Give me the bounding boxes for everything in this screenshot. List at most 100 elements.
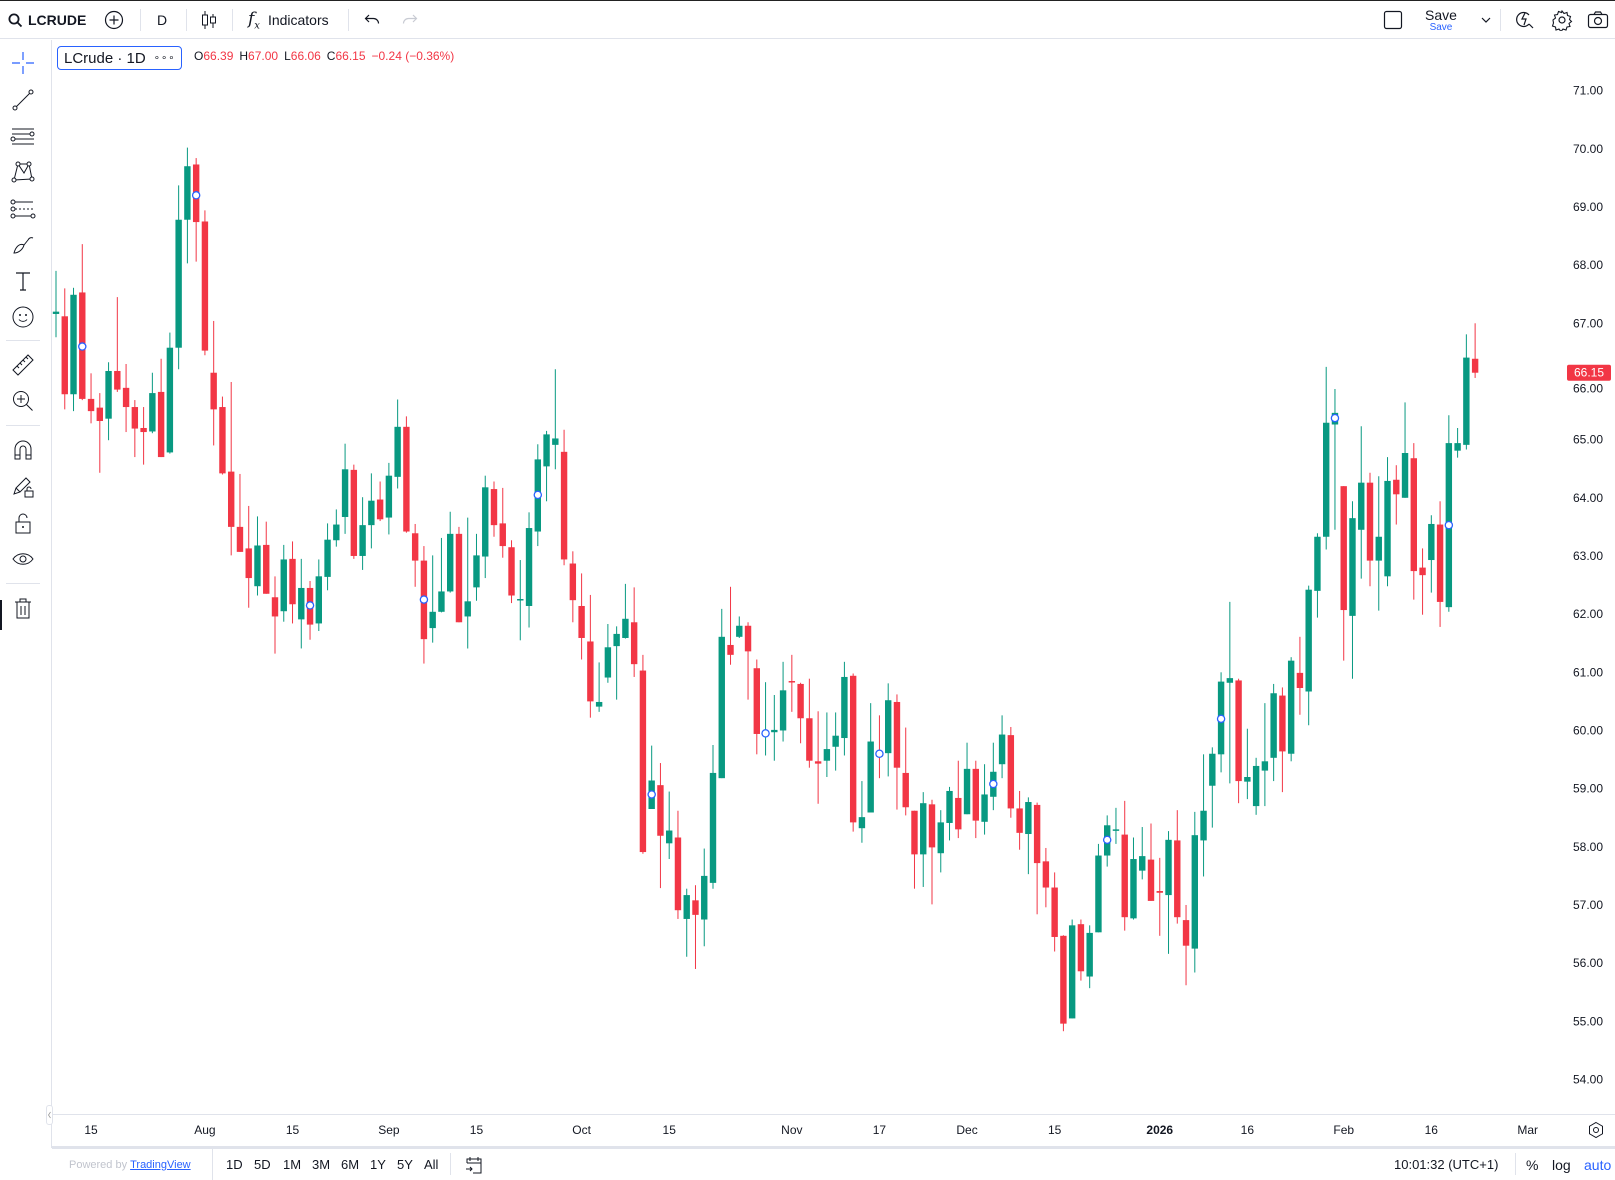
candle-body: [718, 636, 725, 779]
candle-body: [52, 311, 60, 314]
log-toggle[interactable]: log: [1552, 1156, 1571, 1173]
time-axis-strip[interactable]: [52, 1114, 1615, 1144]
candle-body: [1270, 693, 1277, 758]
candle: [447, 511, 454, 593]
candle: [867, 703, 874, 813]
settings-button[interactable]: [1551, 1, 1573, 39]
candle-body: [517, 599, 524, 601]
candle: [1428, 515, 1435, 593]
price-tick-label: 59.00: [1573, 782, 1603, 796]
clock[interactable]: 10:01:32 (UTC+1): [1394, 1157, 1499, 1172]
tool-text[interactable]: [10, 268, 36, 294]
last-price-label: 66.15: [1574, 366, 1604, 380]
candle-body: [1252, 765, 1260, 807]
candle-body: [674, 837, 682, 911]
compare-symbol-button[interactable]: [104, 1, 124, 39]
tool-zoom[interactable]: [10, 388, 36, 414]
candle-body: [1165, 839, 1172, 896]
range-all[interactable]: All: [424, 1157, 439, 1172]
tool-emoji[interactable]: [10, 304, 36, 330]
tool-pattern[interactable]: [10, 159, 36, 185]
indicators-button[interactable]: fx Indicators: [248, 1, 329, 39]
toolbar-divider: [450, 1153, 451, 1175]
candle: [52, 270, 60, 338]
toolbar-divider: [348, 9, 349, 31]
candle-body: [1007, 735, 1015, 809]
candle: [298, 558, 305, 649]
candle-body: [271, 597, 279, 617]
candle-body: [1025, 802, 1032, 835]
fullscreen-button[interactable]: [1383, 1, 1403, 39]
series-legend[interactable]: LCrude · 1D ∘∘∘: [57, 46, 183, 70]
range-3m[interactable]: 3M: [312, 1157, 331, 1172]
candle: [727, 586, 734, 665]
candle: [1112, 807, 1120, 844]
screenshot-button[interactable]: [1587, 1, 1609, 39]
more-icon[interactable]: ∘∘∘: [153, 52, 176, 64]
candle-body: [552, 438, 559, 445]
drawing-toolbar: [0, 40, 52, 1148]
candle-body: [709, 772, 717, 883]
tool-remove[interactable]: [10, 595, 36, 621]
close-value: 66.15: [335, 49, 366, 63]
candle-body: [210, 372, 217, 410]
candle: [1323, 366, 1330, 550]
bottom-toolbar: Powered by TradingView 1D 5D 1M 3M 6M 1Y…: [52, 1146, 1615, 1180]
undo-button[interactable]: [364, 1, 380, 39]
range-1m[interactable]: 1M: [283, 1157, 302, 1172]
quick-search-button[interactable]: [1514, 1, 1536, 39]
candle: [639, 654, 647, 854]
candle: [394, 399, 401, 489]
event-marker: [989, 779, 998, 789]
tool-trend-line[interactable]: [10, 87, 36, 113]
percent-toggle[interactable]: %: [1526, 1156, 1539, 1173]
tool-fib[interactable]: [10, 196, 36, 222]
candle-body: [657, 785, 664, 836]
candle: [814, 711, 822, 804]
candle: [841, 661, 848, 756]
tool-visibility[interactable]: [10, 546, 36, 572]
save-menu-button[interactable]: [1480, 1, 1492, 39]
candle-body: [1340, 486, 1347, 611]
candle: [1174, 810, 1181, 924]
toolbar-divider: [212, 1149, 213, 1180]
range-5d[interactable]: 5D: [254, 1157, 271, 1172]
range-1d[interactable]: 1D: [226, 1157, 243, 1172]
interval-button[interactable]: D: [157, 1, 167, 39]
tool-lock[interactable]: [10, 510, 36, 536]
axis-settings-icon[interactable]: [1587, 1121, 1605, 1139]
tool-lock-drawings[interactable]: [10, 474, 36, 500]
redo-button[interactable]: [402, 1, 418, 39]
candle-body: [779, 690, 787, 731]
range-5y[interactable]: 5Y: [397, 1157, 413, 1172]
candle: [96, 393, 103, 473]
candle-body: [289, 558, 296, 605]
save-status: Save: [1429, 21, 1453, 33]
range-1y[interactable]: 1Y: [370, 1157, 386, 1172]
auto-toggle[interactable]: auto: [1584, 1156, 1612, 1173]
collapse-handle[interactable]: [46, 1105, 53, 1125]
tool-ruler[interactable]: [10, 352, 36, 378]
candle: [911, 810, 918, 889]
tradingview-link[interactable]: TradingView: [130, 1158, 191, 1171]
time-tick-label: 15: [286, 1123, 300, 1137]
go-to-date-button[interactable]: [464, 1149, 484, 1180]
tool-crosshair[interactable]: [10, 50, 36, 76]
price-tick-label: 62.00: [1573, 607, 1603, 621]
candle: [648, 745, 655, 809]
tool-horizontal-lines[interactable]: [10, 123, 36, 149]
symbol-search-button[interactable]: LCRUDE: [8, 1, 86, 39]
range-6m[interactable]: 6M: [341, 1157, 360, 1172]
candle: [315, 559, 322, 631]
chart-type-button[interactable]: [201, 1, 217, 39]
candle-body: [447, 533, 454, 592]
tool-magnet[interactable]: [10, 437, 36, 463]
toolbar-divider: [140, 9, 141, 31]
tool-brush[interactable]: [10, 232, 36, 258]
save-button[interactable]: Save Save: [1425, 1, 1457, 39]
candle-body: [920, 803, 927, 855]
toolbar-divider: [1515, 1153, 1516, 1175]
camera-icon: [1587, 11, 1609, 29]
candle: [289, 541, 296, 624]
